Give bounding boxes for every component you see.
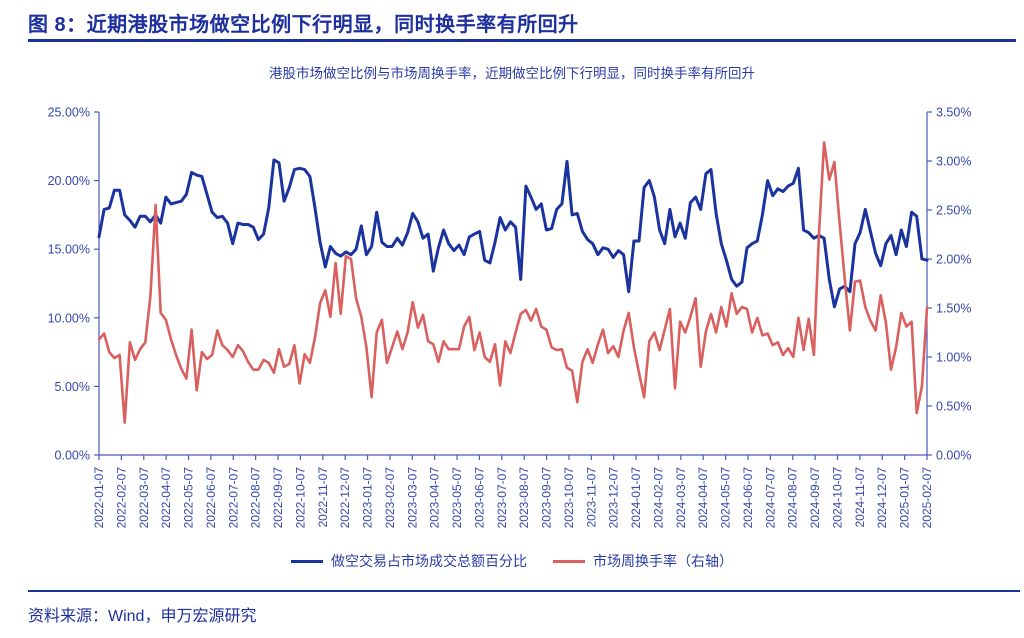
svg-text:2022-05-07: 2022-05-07 bbox=[182, 467, 196, 529]
chart-title: 港股市场做空比例与市场周换手率，近期做空比例下行明显，同时换手率有所回升 bbox=[269, 66, 755, 81]
svg-text:1.00%: 1.00% bbox=[936, 351, 971, 365]
svg-text:2024-09-07: 2024-09-07 bbox=[808, 467, 822, 529]
legend-line-marker-blue bbox=[291, 559, 323, 563]
svg-text:2022-04-07: 2022-04-07 bbox=[159, 467, 173, 529]
svg-text:2024-08-07: 2024-08-07 bbox=[786, 467, 800, 529]
svg-text:2025-01-07: 2025-01-07 bbox=[898, 467, 912, 529]
svg-text:3.50%: 3.50% bbox=[936, 106, 971, 120]
source-divider bbox=[28, 590, 1020, 592]
dual-axis-line-chart: 25.00% 20.00% 15.00% 10.00% 5.00% 0.00% 3.50% 3… bbox=[48, 106, 972, 529]
legend-item-short-sell-ratio: 做空交易占市场成交总额百分比 bbox=[291, 551, 527, 571]
svg-text:2024-05-07: 2024-05-07 bbox=[719, 467, 733, 529]
svg-text:2023-05-07: 2023-05-07 bbox=[450, 467, 464, 529]
legend-line-marker-red bbox=[553, 559, 585, 563]
figure-title: 图 8：近期港股市场做空比例下行明显，同时换手率有所回升 bbox=[28, 14, 579, 36]
svg-text:2023-07-07: 2023-07-07 bbox=[495, 467, 509, 529]
legend-label-turnover: 市场周换手率（右轴） bbox=[593, 553, 733, 569]
source-note: 资料来源：Wind，申万宏源研究 bbox=[28, 608, 257, 625]
svg-text:0.50%: 0.50% bbox=[936, 400, 971, 414]
svg-text:2024-11-07: 2024-11-07 bbox=[853, 467, 867, 528]
svg-text:2022-02-07: 2022-02-07 bbox=[114, 467, 128, 529]
svg-text:2023-06-07: 2023-06-07 bbox=[472, 467, 486, 529]
svg-text:2023-01-07: 2023-01-07 bbox=[361, 467, 375, 529]
svg-text:10.00%: 10.00% bbox=[48, 311, 90, 325]
svg-text:0.00%: 0.00% bbox=[55, 449, 90, 463]
svg-text:2022-07-07: 2022-07-07 bbox=[226, 467, 240, 529]
svg-text:2022-11-07: 2022-11-07 bbox=[316, 467, 330, 528]
svg-text:2024-12-07: 2024-12-07 bbox=[875, 467, 889, 529]
svg-text:2024-04-07: 2024-04-07 bbox=[696, 467, 710, 529]
svg-text:2023-03-07: 2023-03-07 bbox=[405, 467, 419, 529]
svg-text:1.50%: 1.50% bbox=[936, 302, 971, 316]
svg-text:3.00%: 3.00% bbox=[936, 155, 971, 169]
svg-text:2024-01-07: 2024-01-07 bbox=[629, 467, 643, 529]
svg-text:2023-04-07: 2023-04-07 bbox=[428, 467, 442, 529]
svg-text:2024-10-07: 2024-10-07 bbox=[830, 467, 844, 529]
svg-text:2.50%: 2.50% bbox=[936, 204, 971, 218]
svg-text:2025-02-07: 2025-02-07 bbox=[920, 467, 934, 529]
svg-text:2024-02-07: 2024-02-07 bbox=[651, 467, 665, 529]
svg-text:2.00%: 2.00% bbox=[936, 253, 971, 267]
svg-text:2022-10-07: 2022-10-07 bbox=[293, 467, 307, 529]
legend-item-turnover: 市场周换手率（右轴） bbox=[553, 551, 733, 571]
svg-text:15.00%: 15.00% bbox=[48, 243, 90, 257]
svg-text:25.00%: 25.00% bbox=[48, 106, 90, 120]
chart-legend: 做空交易占市场成交总额百分比 市场周换手率（右轴） bbox=[0, 551, 1024, 571]
svg-text:2024-06-07: 2024-06-07 bbox=[741, 467, 755, 529]
svg-text:2023-09-07: 2023-09-07 bbox=[540, 467, 554, 529]
svg-text:2024-03-07: 2024-03-07 bbox=[674, 467, 688, 529]
svg-text:2023-02-07: 2023-02-07 bbox=[383, 467, 397, 529]
svg-text:2022-08-07: 2022-08-07 bbox=[249, 467, 263, 529]
svg-text:2022-09-07: 2022-09-07 bbox=[271, 467, 285, 529]
title-underline bbox=[28, 39, 1016, 42]
svg-text:2022-12-07: 2022-12-07 bbox=[338, 467, 352, 529]
svg-text:2023-08-07: 2023-08-07 bbox=[517, 467, 531, 529]
svg-text:0.00%: 0.00% bbox=[936, 449, 971, 463]
svg-text:2024-07-07: 2024-07-07 bbox=[763, 467, 777, 529]
legend-label-short-sell-ratio: 做空交易占市场成交总额百分比 bbox=[331, 553, 527, 569]
svg-text:5.00%: 5.00% bbox=[55, 380, 90, 394]
svg-text:2023-12-07: 2023-12-07 bbox=[607, 467, 621, 529]
svg-text:2023-10-07: 2023-10-07 bbox=[562, 467, 576, 529]
svg-text:2022-01-07: 2022-01-07 bbox=[92, 467, 106, 529]
svg-text:2023-11-07: 2023-11-07 bbox=[584, 467, 598, 528]
svg-text:2022-06-07: 2022-06-07 bbox=[204, 467, 218, 529]
svg-text:2022-03-07: 2022-03-07 bbox=[137, 467, 151, 529]
svg-text:20.00%: 20.00% bbox=[48, 174, 90, 188]
